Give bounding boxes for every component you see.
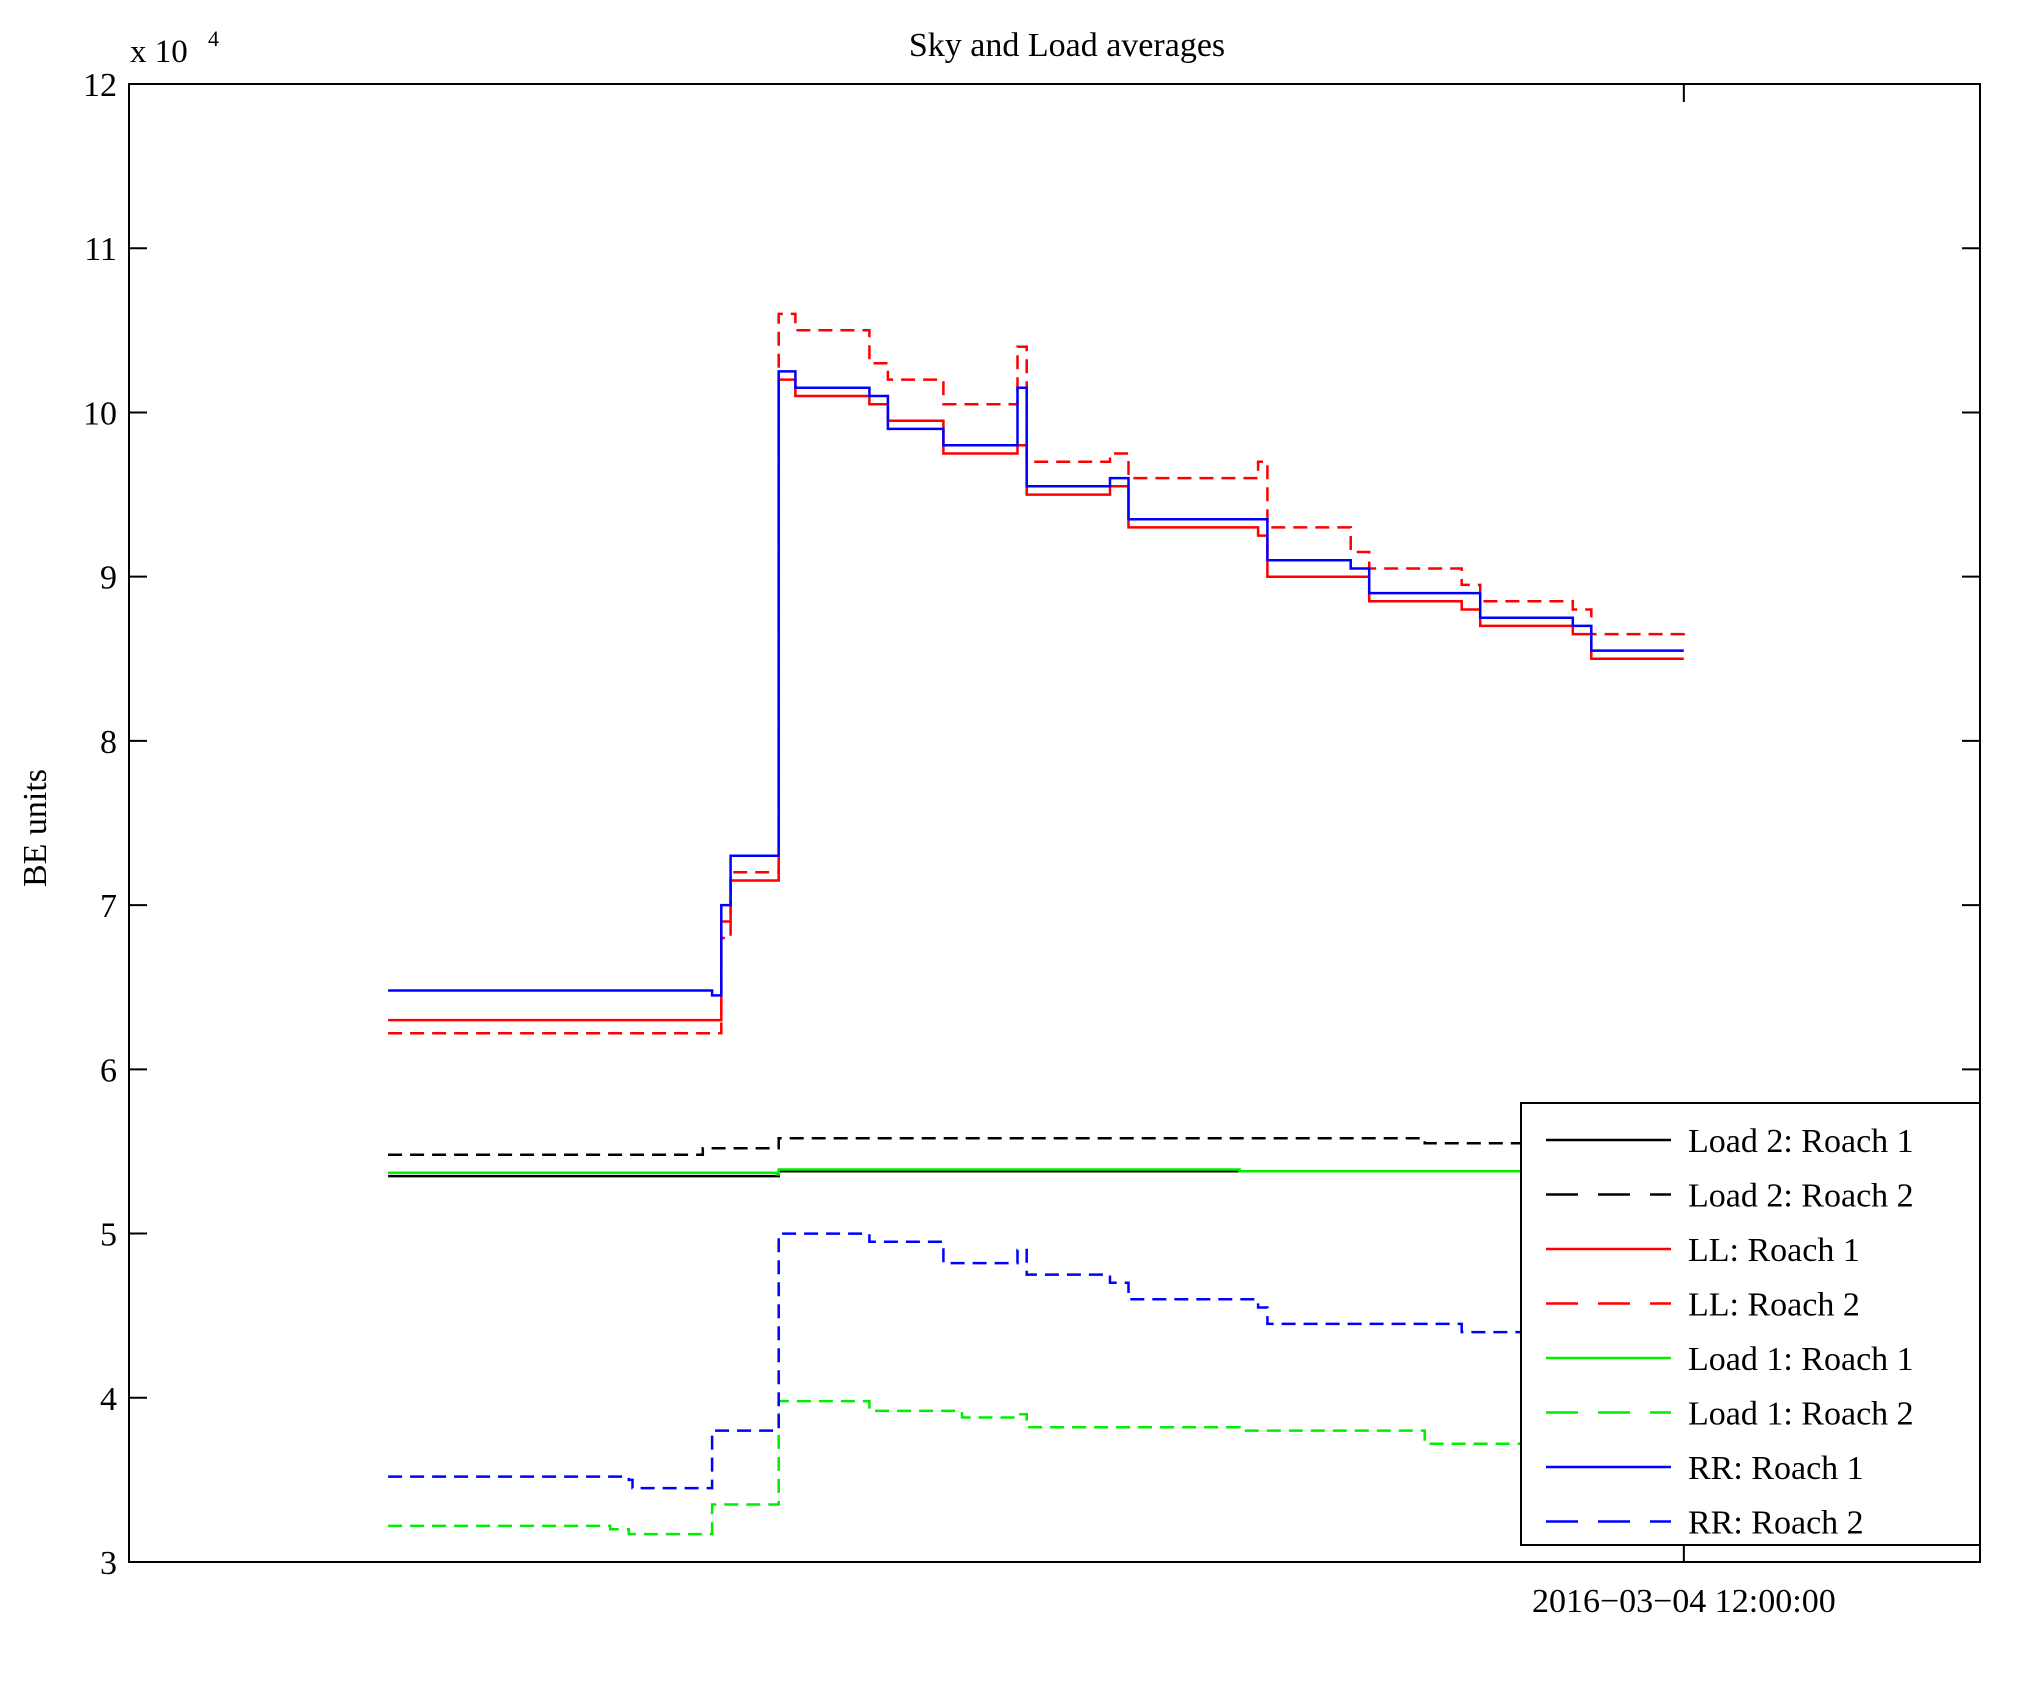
axes-layer: 3 4 5 6 7 8 9 10 11 12 2016−03−04 12:00:00 (83, 67, 1981, 1620)
y-tick-label: 7 (100, 888, 117, 925)
y-tick-label: 12 (83, 67, 117, 104)
y-tick-label: 9 (100, 560, 117, 597)
legend-box (1520, 1102, 1981, 1546)
y-tick-label: 10 (83, 395, 117, 432)
legend-label-3: LL: Roach 1 (1688, 1232, 1860, 1269)
y-exponent-power: 4 (208, 26, 219, 51)
y-axis-label: BE units (17, 769, 54, 887)
series-line-6 (388, 1399, 1686, 1536)
y-tick-label: 4 (100, 1381, 117, 1418)
plot-frame (128, 83, 1981, 1563)
series-line-7 (388, 370, 1684, 997)
y-tick-label: 11 (84, 231, 117, 268)
y-tick-label: 6 (100, 1052, 117, 1089)
legend-label-1: Load 2: Roach 1 (1688, 1123, 1914, 1160)
series-line-8 (388, 1232, 1686, 1490)
series-layer (388, 312, 1686, 1536)
chart-title: Sky and Load averages (909, 27, 1225, 64)
legend-label-4: LL: Roach 2 (1688, 1287, 1860, 1324)
series-line-2 (388, 1137, 1686, 1156)
legend-label-7: RR: Roach 1 (1688, 1450, 1864, 1487)
legend-label-5: Load 1: Roach 1 (1688, 1341, 1914, 1378)
series-line-3 (388, 378, 1684, 1022)
x-tick-label: 2016−03−04 12:00:00 (1532, 1583, 1836, 1620)
y-exponent-base: x 10 (130, 34, 188, 70)
series-line-5 (388, 1168, 1686, 1177)
legend-label-2: Load 2: Roach 2 (1688, 1178, 1914, 1215)
legend-label-8: RR: Roach 2 (1688, 1505, 1864, 1542)
y-tick-label: 3 (100, 1545, 117, 1582)
y-tick-label: 5 (100, 1217, 117, 1254)
y-tick-label: 8 (100, 724, 117, 761)
legend: Load 2: Roach 1 Load 2: Roach 2 LL: Roach … (1520, 1102, 1981, 1546)
legend-label-6: Load 1: Roach 2 (1688, 1396, 1914, 1433)
series-line-4 (388, 312, 1686, 1035)
